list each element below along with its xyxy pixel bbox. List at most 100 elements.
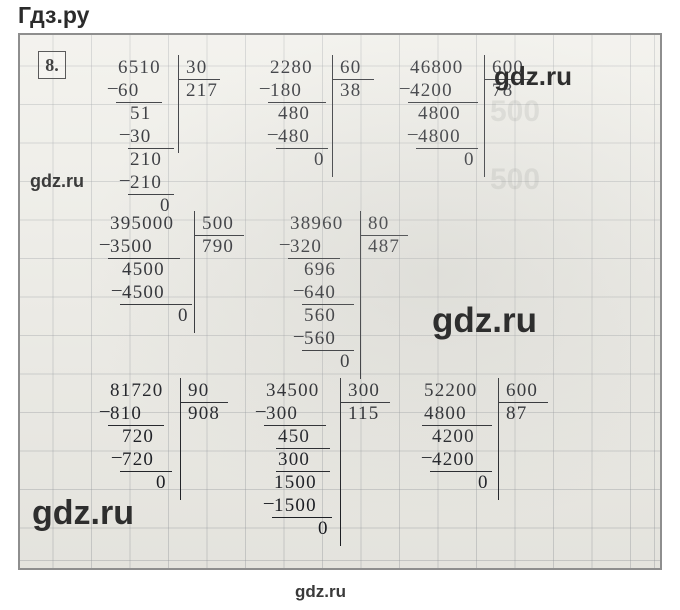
quotient-8: 87 — [506, 403, 528, 424]
step-6-3: 720 — [122, 449, 155, 470]
division-problem-1: 6510 30 217 – 60 51 – 30 210 – 210 0 — [98, 55, 278, 216]
step-underline-6-2 — [120, 471, 172, 472]
step-3-3: 4800 — [418, 126, 461, 147]
step-3-2: 4800 — [418, 103, 461, 124]
divisor-underline-5 — [360, 235, 408, 236]
quotient-7: 115 — [348, 403, 380, 424]
minus-sign-5c: – — [294, 325, 304, 346]
minus-sign-2a: – — [260, 77, 270, 98]
minus-sign-3a: – — [400, 77, 410, 98]
step-5-1: 320 — [290, 236, 323, 257]
remainder-1: 0 — [160, 195, 171, 216]
minus-sign-8a: – — [422, 446, 432, 467]
step-underline-5-3 — [302, 350, 354, 351]
divisor-underline-6 — [180, 402, 228, 403]
minus-sign-6a: – — [100, 400, 110, 421]
remainder-6: 0 — [156, 472, 167, 493]
division-problem-6: 81720 90 908 – 810 720 – 720 0 — [92, 378, 282, 510]
step-6-1: 810 — [110, 403, 143, 424]
step-1-2: 51 — [130, 103, 152, 124]
quotient-3: 78 — [492, 80, 514, 101]
remainder-4: 0 — [178, 305, 189, 326]
divisor-underline-7 — [340, 402, 390, 403]
dividend-7: 34500 — [266, 380, 320, 401]
divider-vline-5 — [360, 211, 361, 379]
step-underline-8-1 — [422, 425, 492, 426]
division-problem-5: 38960 80 487 – 320 696 – 640 560 – 560 0 — [272, 211, 462, 379]
step-4-2: 4500 — [122, 259, 165, 280]
step-underline-1-3 — [128, 194, 174, 195]
step-underline-2-2 — [276, 148, 328, 149]
dividend-8: 52200 — [424, 380, 478, 401]
divisor-underline-1 — [178, 79, 220, 80]
minus-sign-5b: – — [294, 279, 304, 300]
divider-vline-3 — [484, 55, 485, 177]
step-underline-3-1 — [408, 102, 478, 103]
minus-sign-1b: – — [120, 123, 130, 144]
step-2-1: 180 — [270, 80, 303, 101]
step-6-2: 720 — [122, 426, 155, 447]
quotient-2: 38 — [340, 80, 362, 101]
step-underline-8-2 — [430, 471, 492, 472]
step-8-1: 4800 — [424, 403, 467, 424]
step-5-3: 640 — [304, 282, 337, 303]
divider-vline-7 — [340, 378, 341, 546]
division-problem-7: 34500 300 115 – 300 450 300 1500 – 1500 … — [248, 378, 438, 550]
step-underline-1-2 — [128, 148, 174, 149]
minus-sign-2b: – — [268, 123, 278, 144]
step-underline-1-1 — [116, 102, 162, 103]
minus-sign-7a: – — [256, 400, 266, 421]
divisor-2: 60 — [340, 57, 362, 78]
divisor-4: 500 — [202, 213, 235, 234]
watermark-page-d: gdz.ru — [32, 494, 134, 532]
step-4-3: 4500 — [122, 282, 165, 303]
step-4-1: 3500 — [110, 236, 153, 257]
step-5-5: 560 — [304, 328, 337, 349]
step-underline-3-2 — [416, 148, 478, 149]
dividend-1: 6510 — [118, 57, 161, 78]
minus-sign-1c: – — [120, 169, 130, 190]
scanned-page: 500 500 8. 6510 30 217 – 60 51 – 30 210 … — [18, 33, 662, 570]
divisor-underline-3 — [484, 79, 532, 80]
watermark-page-a: gdz.ru — [494, 61, 572, 91]
minus-sign-4a: – — [100, 233, 110, 254]
exercise-number: 8. — [38, 51, 66, 79]
step-5-2: 696 — [304, 259, 337, 280]
step-8-3: 4200 — [432, 449, 475, 470]
divisor-5: 80 — [368, 213, 390, 234]
minus-sign-5a: – — [280, 233, 290, 254]
remainder-5: 0 — [340, 351, 351, 372]
step-2-3: 480 — [278, 126, 311, 147]
quotient-1: 217 — [186, 80, 219, 101]
dividend-5: 38960 — [290, 213, 344, 234]
step-1-1: 60 — [118, 80, 140, 101]
step-7-5: 1500 — [274, 495, 317, 516]
minus-sign-4b: – — [112, 279, 122, 300]
divisor-6: 90 — [188, 380, 210, 401]
step-7-1: 300 — [266, 403, 299, 424]
divisor-3: 600 — [492, 57, 525, 78]
quotient-6: 908 — [188, 403, 221, 424]
step-underline-7-3 — [276, 471, 330, 472]
divisor-7: 300 — [348, 380, 381, 401]
remainder-3: 0 — [464, 149, 475, 170]
step-1-4: 210 — [130, 149, 163, 170]
divider-vline-8 — [498, 378, 499, 500]
step-underline-6-1 — [108, 425, 164, 426]
step-underline-5-1 — [288, 258, 340, 259]
quotient-5: 487 — [368, 236, 401, 257]
divider-vline-4 — [194, 211, 195, 333]
minus-sign-7b: – — [264, 492, 274, 513]
step-7-3: 300 — [278, 449, 311, 470]
step-underline-7-2 — [276, 448, 330, 449]
step-underline-7-1 — [264, 425, 326, 426]
watermark-page-c: gdz.ru — [432, 301, 537, 340]
remainder-2: 0 — [314, 149, 325, 170]
step-underline-4-2 — [120, 304, 192, 305]
step-7-4: 1500 — [274, 472, 317, 493]
dividend-3: 46800 — [410, 57, 464, 78]
quotient-4: 790 — [202, 236, 235, 257]
remainder-8: 0 — [478, 472, 489, 493]
watermark-page-b: gdz.ru — [30, 171, 84, 191]
step-underline-5-2 — [302, 304, 354, 305]
